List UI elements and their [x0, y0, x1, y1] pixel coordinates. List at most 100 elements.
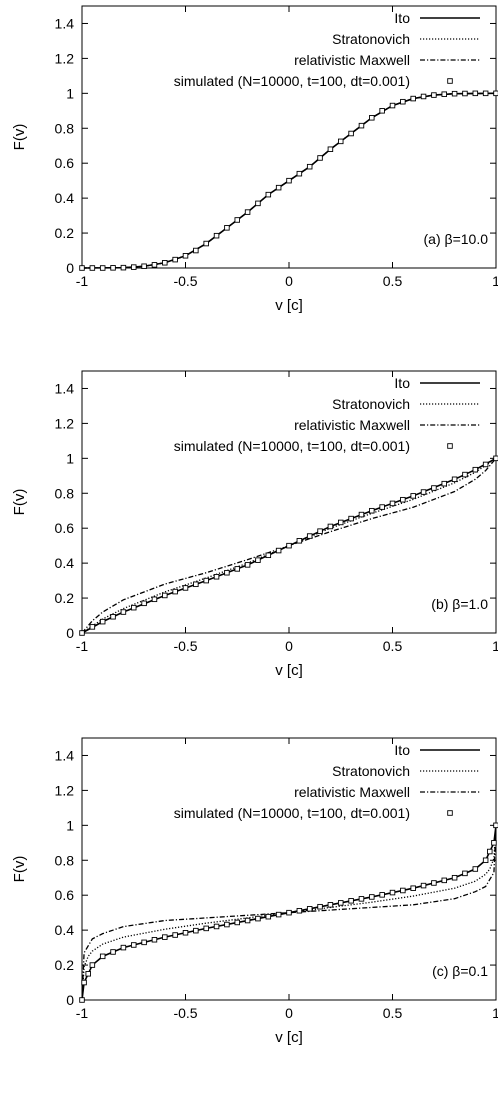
panel-label: (a) β=10.0: [424, 231, 489, 247]
chart-panel-b: -1 -0.5 0 0.5 1 0 0.2 0.4 0.6 0.8 1 1.2 1.4 v [c] F(v)…: [0, 365, 498, 725]
data-point: [182, 585, 189, 591]
x-tick-label: -0.5: [173, 638, 197, 654]
y-tick-label: 1.4: [55, 747, 75, 763]
data-point: [265, 913, 272, 920]
data-point: [224, 225, 230, 231]
y-tick-label: 1.4: [55, 380, 75, 396]
y-tick-label: 0.8: [55, 852, 75, 868]
data-point: [193, 581, 199, 588]
chart-svg: -1 -0.5 0 0.5 1 0 0.2 0.4 0.6 0.8 1 1.2 1.4 v [c] F(v)…: [11, 370, 498, 679]
data-point: [182, 253, 189, 259]
data-point: [389, 102, 396, 109]
data-point: [110, 614, 116, 620]
chart-panel-c: -1 -0.5 0 0.5 1 0 0.2 0.4 0.6 0.8 1 1.2 1.4 v [c] F(v)…: [0, 732, 498, 1092]
data-point: [89, 962, 96, 968]
y-tick-label: 0: [66, 992, 74, 1008]
data-point: [306, 533, 313, 539]
x-tick-label: -0.5: [173, 1005, 197, 1021]
data-point: [441, 91, 448, 97]
x-tick-label: 1: [492, 1005, 498, 1021]
data-point: [327, 523, 334, 530]
data-point: [451, 874, 458, 881]
data-point: [172, 588, 178, 595]
data-point: [120, 944, 127, 951]
x-tick-label: -0.5: [173, 273, 197, 289]
y-tick-label: 0.2: [55, 957, 75, 973]
data-point: [358, 896, 365, 902]
data-point: [389, 889, 396, 896]
data-point: [85, 971, 91, 977]
data-point: [348, 898, 354, 904]
data-point: [162, 260, 168, 266]
data-point: [431, 485, 437, 491]
y-tick-label: 0.6: [55, 520, 75, 536]
x-axis-label: v [c]: [275, 662, 303, 679]
data-point: [193, 247, 199, 254]
data-point: [141, 939, 147, 946]
legend-label: relativistic Maxwell: [294, 417, 410, 433]
data-point: [317, 155, 323, 161]
data-point: [348, 130, 354, 137]
data-point: [472, 466, 479, 473]
x-tick-label: -1: [76, 1005, 89, 1021]
data-point: [224, 921, 230, 928]
y-tick-label: 0.4: [55, 555, 75, 571]
legend-label: Ito: [394, 742, 410, 758]
y-tick-label: 0.8: [55, 485, 75, 501]
y-tick-label: 0.8: [55, 120, 75, 136]
y-tick-label: 1.2: [55, 415, 75, 431]
x-tick-label: -1: [76, 638, 89, 654]
data-point: [472, 90, 479, 97]
data-point: [213, 232, 220, 239]
plot-frame: [81, 370, 497, 634]
data-point: [296, 538, 303, 544]
data-point: [462, 90, 468, 97]
data-point: [203, 577, 209, 584]
data-point: [141, 263, 147, 270]
data-point: [462, 471, 468, 478]
data-point: [275, 911, 282, 918]
data-point: [213, 574, 220, 580]
data-point: [99, 618, 106, 625]
data-point: [79, 265, 85, 271]
data-point: [338, 900, 344, 906]
data-point: [400, 887, 406, 894]
data-point: [110, 265, 116, 271]
legend-marker: [447, 443, 453, 449]
data-point: [431, 880, 437, 886]
data-point: [79, 630, 85, 636]
data-point: [482, 857, 489, 864]
x-tick-label: 1: [492, 273, 498, 289]
data-point: [379, 892, 385, 898]
chart-panel-a: -1 -0.5 0 0.5 1 0 0.2 0.4 0.6 0.8 1 1.2 1.4 v [c] F(v)…: [0, 0, 498, 360]
x-axis-label: v [c]: [275, 297, 303, 314]
x-tick-label: 0: [285, 1005, 293, 1021]
legend-label: Ito: [394, 375, 410, 391]
data-point: [120, 264, 127, 271]
data-point: [255, 200, 261, 207]
data-point: [487, 848, 493, 855]
chart-svg: -1 -0.5 0 0.5 1 0 0.2 0.4 0.6 0.8 1 1.2 1.4 v [c] F(v)…: [11, 5, 498, 314]
data-point: [491, 840, 497, 846]
y-tick-label: 0.2: [55, 590, 75, 606]
x-tick-label: 0.5: [383, 1005, 403, 1021]
data-point: [451, 476, 458, 483]
data-point: [89, 265, 96, 271]
data-point: [244, 917, 251, 924]
legend-label: Stratonovich: [332, 763, 410, 779]
x-axis-label: v [c]: [275, 1029, 303, 1046]
data-point: [172, 932, 178, 938]
data-point: [234, 566, 240, 572]
data-point: [162, 934, 168, 940]
data-point: [151, 262, 158, 268]
data-point: [296, 170, 303, 177]
y-tick-label: 0.2: [55, 225, 75, 241]
data-point: [162, 592, 168, 599]
legend-label: Stratonovich: [332, 31, 410, 47]
x-tick-label: 1: [492, 638, 498, 654]
data-point: [389, 500, 396, 507]
y-tick-label: 0.6: [55, 887, 75, 903]
data-point: [110, 949, 116, 955]
data-point: [482, 461, 489, 468]
data-point: [234, 919, 240, 926]
